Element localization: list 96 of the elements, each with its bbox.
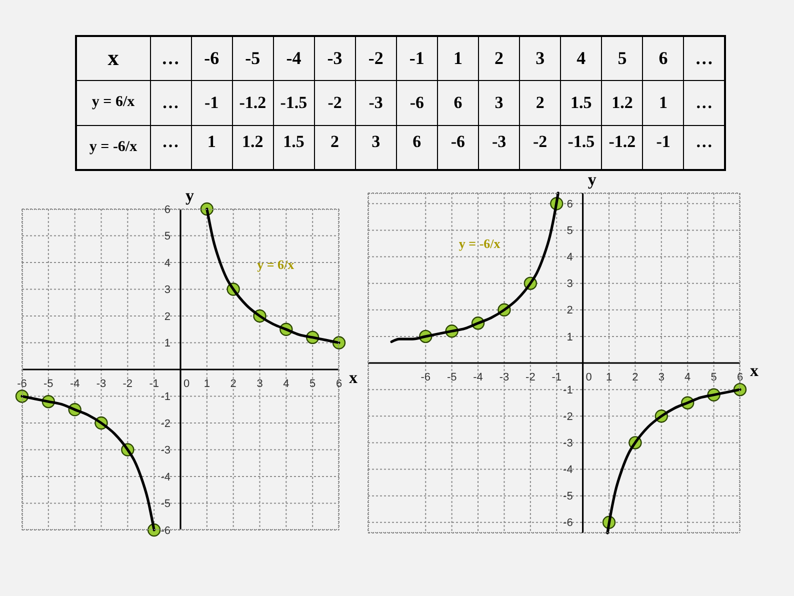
x-tick-label: 4	[684, 371, 691, 384]
y-tick-label: -3	[160, 444, 170, 457]
x-tick-label: 1	[204, 378, 210, 390]
x-axis-title: x	[750, 361, 758, 380]
y-tick-label: -6	[563, 517, 573, 530]
x-tick-label: -5	[44, 378, 54, 390]
text: …	[695, 48, 714, 68]
text: 1	[453, 48, 462, 68]
x-tick-label: -4	[473, 371, 483, 384]
y-tick-label: 6	[566, 198, 573, 210]
text: -3	[368, 92, 383, 112]
text: 1.5	[283, 132, 304, 150]
text: 2	[536, 92, 544, 112]
y-tick-label: 4	[164, 257, 170, 270]
y-tick-label: 1	[566, 331, 573, 344]
text: 6	[454, 92, 462, 112]
x-tick-label: -2	[122, 378, 133, 390]
x-tick-label: 1	[606, 371, 612, 384]
text: -4	[286, 48, 302, 68]
text: …	[162, 48, 180, 68]
text: 1.2	[242, 132, 264, 150]
y-tick-label: 5	[566, 225, 573, 238]
text: y = -6/x	[89, 138, 138, 155]
x-tick-label: -1	[552, 371, 562, 384]
y-tick-label: 3	[164, 284, 170, 296]
text: …	[162, 92, 180, 112]
text: x	[108, 45, 119, 70]
x-tick-label: 4	[283, 378, 290, 390]
text: 3	[372, 132, 380, 150]
y-tick-label: -4	[563, 464, 573, 476]
x-tick-label: 3	[256, 378, 263, 390]
y-tick-label: 3	[566, 278, 573, 290]
x-tick-label: 5	[310, 378, 316, 390]
y-tick-label: 6	[164, 204, 170, 216]
text: -2	[328, 92, 342, 112]
y-tick-label: 4	[566, 252, 573, 264]
text: -1	[409, 48, 424, 68]
text: -2	[533, 132, 548, 150]
y-tick-label: -4	[160, 471, 170, 484]
x-tick-label: 6	[336, 378, 342, 390]
x-tick-label: -1	[149, 378, 159, 390]
text: -2	[368, 48, 384, 68]
y-tick-label: -3	[563, 438, 573, 450]
y-tick-label: 2	[566, 304, 573, 317]
y-tick-label: 1	[164, 338, 170, 350]
text: -1	[656, 132, 670, 150]
text: y = 6/x	[92, 94, 135, 110]
y-tick-label: -1	[160, 391, 170, 404]
text: 5	[618, 48, 627, 68]
x-tick-label: -2	[526, 371, 536, 384]
x-tick-label: -6	[420, 371, 431, 384]
y-tick-label: -5	[563, 490, 573, 503]
text: -1.2	[239, 92, 266, 112]
annotation: y = -6/x	[458, 236, 500, 251]
text: -1.5	[280, 92, 308, 112]
text: 2	[494, 48, 504, 68]
text: -6	[204, 48, 220, 68]
x-tick-label: 2	[230, 378, 236, 390]
text: -6	[410, 92, 424, 112]
text: -1	[204, 92, 219, 112]
text: 3	[494, 92, 504, 112]
y-tick-label: -5	[160, 498, 170, 510]
x-tick-label: 0	[183, 378, 190, 390]
text: -6	[450, 132, 466, 150]
x-tick-label: 0	[586, 371, 592, 384]
text: 2	[330, 132, 340, 150]
x-tick-label: -3	[96, 378, 106, 390]
x-tick-label: 3	[658, 371, 664, 384]
text: 3	[536, 48, 545, 68]
annotation: y = 6/x	[257, 257, 294, 272]
text: 1.5	[570, 92, 592, 112]
text: -1.5	[568, 132, 595, 150]
x-tick-label: 2	[632, 371, 638, 384]
y-tick-label: 5	[164, 230, 170, 243]
text: 6	[658, 48, 668, 68]
y-tick-label: 2	[164, 310, 170, 323]
y-axis-title: y	[588, 170, 596, 189]
y-axis-title: y	[186, 186, 194, 205]
text: 6	[412, 132, 422, 150]
text: …	[696, 132, 713, 150]
x-tick-label: 5	[710, 371, 717, 384]
x-tick-label: -5	[446, 371, 457, 384]
x-axis-title: x	[349, 368, 358, 386]
y-tick-label: -2	[160, 418, 170, 430]
text: -5	[245, 48, 260, 68]
text: 1.2	[612, 92, 633, 112]
text: -1.2	[608, 132, 636, 150]
text: …	[162, 132, 180, 150]
text: 1	[207, 132, 216, 150]
y-tick-label: -2	[563, 410, 573, 423]
text: 1	[659, 92, 668, 112]
text: -3	[327, 48, 342, 68]
text: -3	[492, 132, 506, 150]
x-tick-label: -4	[70, 378, 80, 390]
text: …	[696, 92, 713, 112]
x-tick-label: -3	[499, 371, 510, 384]
